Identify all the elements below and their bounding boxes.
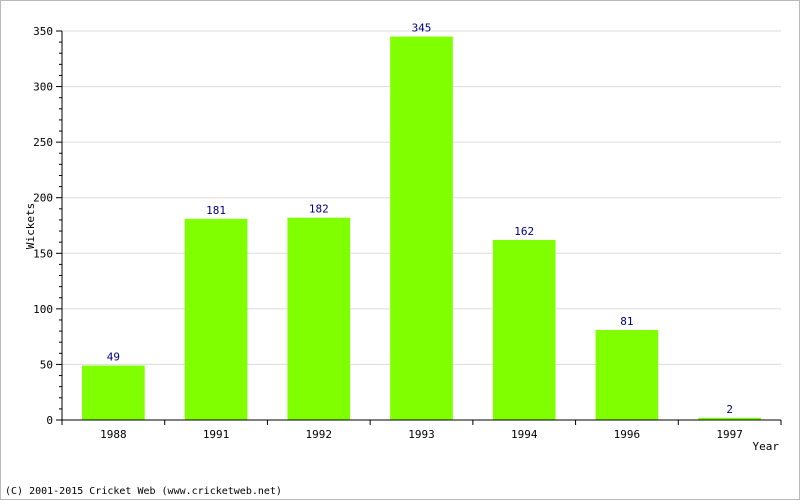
y-tick-label: 50	[40, 358, 53, 371]
bar	[595, 329, 659, 420]
bar-value-label: 81	[620, 315, 633, 328]
bar-value-label: 182	[309, 203, 329, 216]
bars	[82, 36, 761, 421]
axes	[56, 30, 782, 425]
y-tick-label: 300	[33, 81, 53, 94]
y-axis-label: Wickets	[24, 203, 37, 249]
bar-value-label: 2	[726, 403, 733, 416]
x-tick-labels: 1988 1991 1992 1993 1994 1996 1997	[100, 428, 743, 441]
x-axis-label: Year	[753, 440, 780, 453]
y-tick-label: 0	[46, 414, 53, 427]
copyright-footer: (C) 2001-2015 Cricket Web (www.cricketwe…	[5, 486, 282, 497]
y-tick-label: 350	[33, 25, 53, 38]
bar	[390, 36, 453, 421]
x-tick-label: 1994	[511, 428, 538, 441]
bar	[287, 217, 351, 420]
bar	[184, 218, 248, 420]
bar-value-label: 345	[412, 22, 432, 35]
y-tick-label: 250	[33, 136, 53, 149]
x-tick-label: 1988	[100, 428, 127, 441]
bar	[698, 417, 761, 420]
y-tick-label: 200	[33, 192, 53, 205]
x-tick-label: 1991	[203, 428, 230, 441]
y-tick-labels: 0 50 100 150 200 250 300 350	[33, 25, 53, 427]
bar-value-label: 49	[107, 351, 120, 364]
bar-value-label: 181	[206, 204, 226, 217]
x-tick-label: 1997	[716, 428, 743, 441]
y-tick-label: 100	[33, 303, 53, 316]
value-labels: 49 181 182 345 162 81 2	[107, 22, 733, 416]
x-tick-label: 1996	[614, 428, 641, 441]
y-tick-label: 150	[33, 247, 53, 260]
x-tick-label: 1993	[408, 428, 435, 441]
x-tick-label: 1992	[306, 428, 333, 441]
bar	[492, 239, 556, 420]
bar-value-label: 162	[514, 225, 534, 238]
bar	[82, 365, 145, 420]
